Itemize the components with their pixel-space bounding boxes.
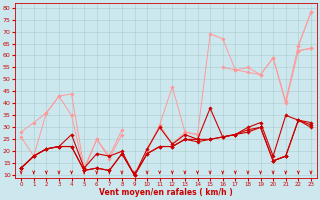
X-axis label: Vent moyen/en rafales ( km/h ): Vent moyen/en rafales ( km/h )	[99, 188, 233, 197]
